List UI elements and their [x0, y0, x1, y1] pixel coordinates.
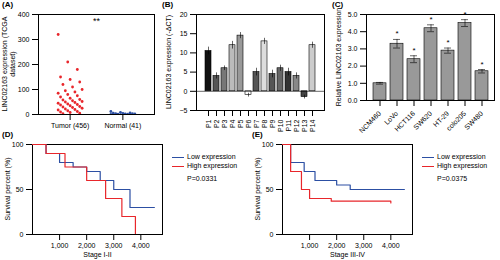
- svg-text:100: 100: [262, 141, 274, 148]
- svg-text:**: **: [93, 16, 101, 26]
- svg-text:4.0: 4.0: [348, 28, 358, 35]
- svg-text:Tumor (456): Tumor (456): [51, 122, 89, 130]
- html-text:(A): (A): [2, 0, 14, 9]
- svg-text:*: *: [429, 15, 432, 24]
- svg-text:P1: P1: [205, 119, 212, 128]
- html-text:LINC02163 expression (TCGA dat: LINC02163 expression (TCGA dataset): [1, 16, 16, 112]
- svg-text:P8: P8: [261, 119, 268, 128]
- svg-text:0: 0: [20, 231, 24, 238]
- svg-text:P6: P6: [245, 119, 252, 128]
- svg-text:200: 200: [18, 61, 30, 68]
- svg-text:50: 50: [16, 186, 24, 193]
- html-text:Low expression: Low expression: [437, 153, 486, 160]
- svg-text:100: 100: [12, 141, 24, 148]
- html-text:LINC02163 expression (-ΔCT): LINC02163 expression (-ΔCT): [165, 14, 173, 110]
- svg-text:300: 300: [18, 36, 30, 43]
- svg-text:NCM460: NCM460: [358, 110, 383, 135]
- svg-text:1,000: 1,000: [301, 242, 319, 249]
- svg-text:P12: P12: [293, 119, 300, 132]
- html-text:Survival percent (%): Survival percent (%): [254, 157, 262, 221]
- html-text:(E): (E): [252, 130, 263, 139]
- svg-text:3,000: 3,000: [355, 242, 373, 249]
- html-text:P=0.0375: P=0.0375: [437, 175, 468, 183]
- svg-text:HCT116: HCT116: [393, 110, 416, 133]
- svg-text:4,000: 4,000: [382, 242, 400, 249]
- svg-text:*: *: [412, 46, 415, 55]
- svg-text:20: 20: [180, 11, 188, 18]
- svg-text:0: 0: [184, 88, 188, 95]
- svg-text:1,000: 1,000: [51, 242, 69, 249]
- svg-text:SW620: SW620: [412, 110, 433, 131]
- svg-text:P13: P13: [301, 119, 308, 132]
- svg-text:P14: P14: [309, 119, 316, 132]
- svg-text:Normal (41): Normal (41): [104, 122, 141, 130]
- svg-text:P7: P7: [253, 119, 260, 128]
- svg-text:LoVo: LoVo: [383, 109, 400, 126]
- svg-text:P10: P10: [277, 119, 284, 132]
- svg-text:3.0: 3.0: [348, 45, 358, 52]
- svg-text:SW480: SW480: [463, 110, 484, 131]
- svg-text:P4: P4: [229, 119, 236, 128]
- html-text:(D): (D): [2, 130, 14, 139]
- html-text:(B): (B): [162, 0, 174, 9]
- html-text:High expression: High expression: [187, 162, 238, 170]
- svg-text:50: 50: [266, 186, 274, 193]
- svg-text:3,000: 3,000: [105, 242, 123, 249]
- svg-text:Stage I-II: Stage I-II: [83, 251, 111, 259]
- svg-text:2,000: 2,000: [78, 242, 96, 249]
- svg-text:100: 100: [18, 86, 30, 93]
- html-text:(C): (C): [332, 0, 344, 9]
- svg-text:P5: P5: [237, 119, 244, 128]
- svg-text:*: *: [480, 60, 483, 69]
- html-text:P=0.0331: P=0.0331: [187, 175, 218, 183]
- svg-text:HT-29: HT-29: [431, 109, 451, 129]
- svg-text:5.0: 5.0: [348, 11, 358, 18]
- svg-text:colo205: colo205: [445, 110, 467, 132]
- svg-text:*: *: [446, 38, 449, 47]
- svg-text:5: 5: [184, 68, 188, 75]
- html-text:Low expression: Low expression: [187, 153, 236, 160]
- svg-text:4,000: 4,000: [132, 242, 150, 249]
- html-text:Survival percent (%): Survival percent (%): [4, 157, 12, 221]
- svg-text:10: 10: [180, 49, 188, 56]
- svg-text:P2: P2: [213, 119, 220, 128]
- html-text:High expression: High expression: [437, 162, 488, 170]
- svg-text:*: *: [395, 29, 398, 38]
- svg-text:15: 15: [180, 30, 188, 37]
- svg-text:2,000: 2,000: [328, 242, 346, 249]
- svg-text:P9: P9: [269, 119, 276, 128]
- svg-text:P3: P3: [221, 119, 228, 128]
- svg-text:2.0: 2.0: [348, 62, 358, 69]
- svg-text:0.0: 0.0: [348, 97, 358, 104]
- svg-text:*: *: [463, 10, 466, 19]
- svg-text:0: 0: [26, 111, 30, 118]
- svg-text:400: 400: [18, 11, 30, 18]
- html-text:Relative LINC02163 expression: Relative LINC02163 expression: [335, 7, 343, 107]
- svg-text:0: 0: [270, 231, 274, 238]
- svg-text:1.0: 1.0: [348, 80, 358, 87]
- svg-text:Stage III-IV: Stage III-IV: [330, 251, 365, 259]
- svg-text:P11: P11: [285, 119, 292, 131]
- svg-text:−5: −5: [180, 107, 188, 114]
